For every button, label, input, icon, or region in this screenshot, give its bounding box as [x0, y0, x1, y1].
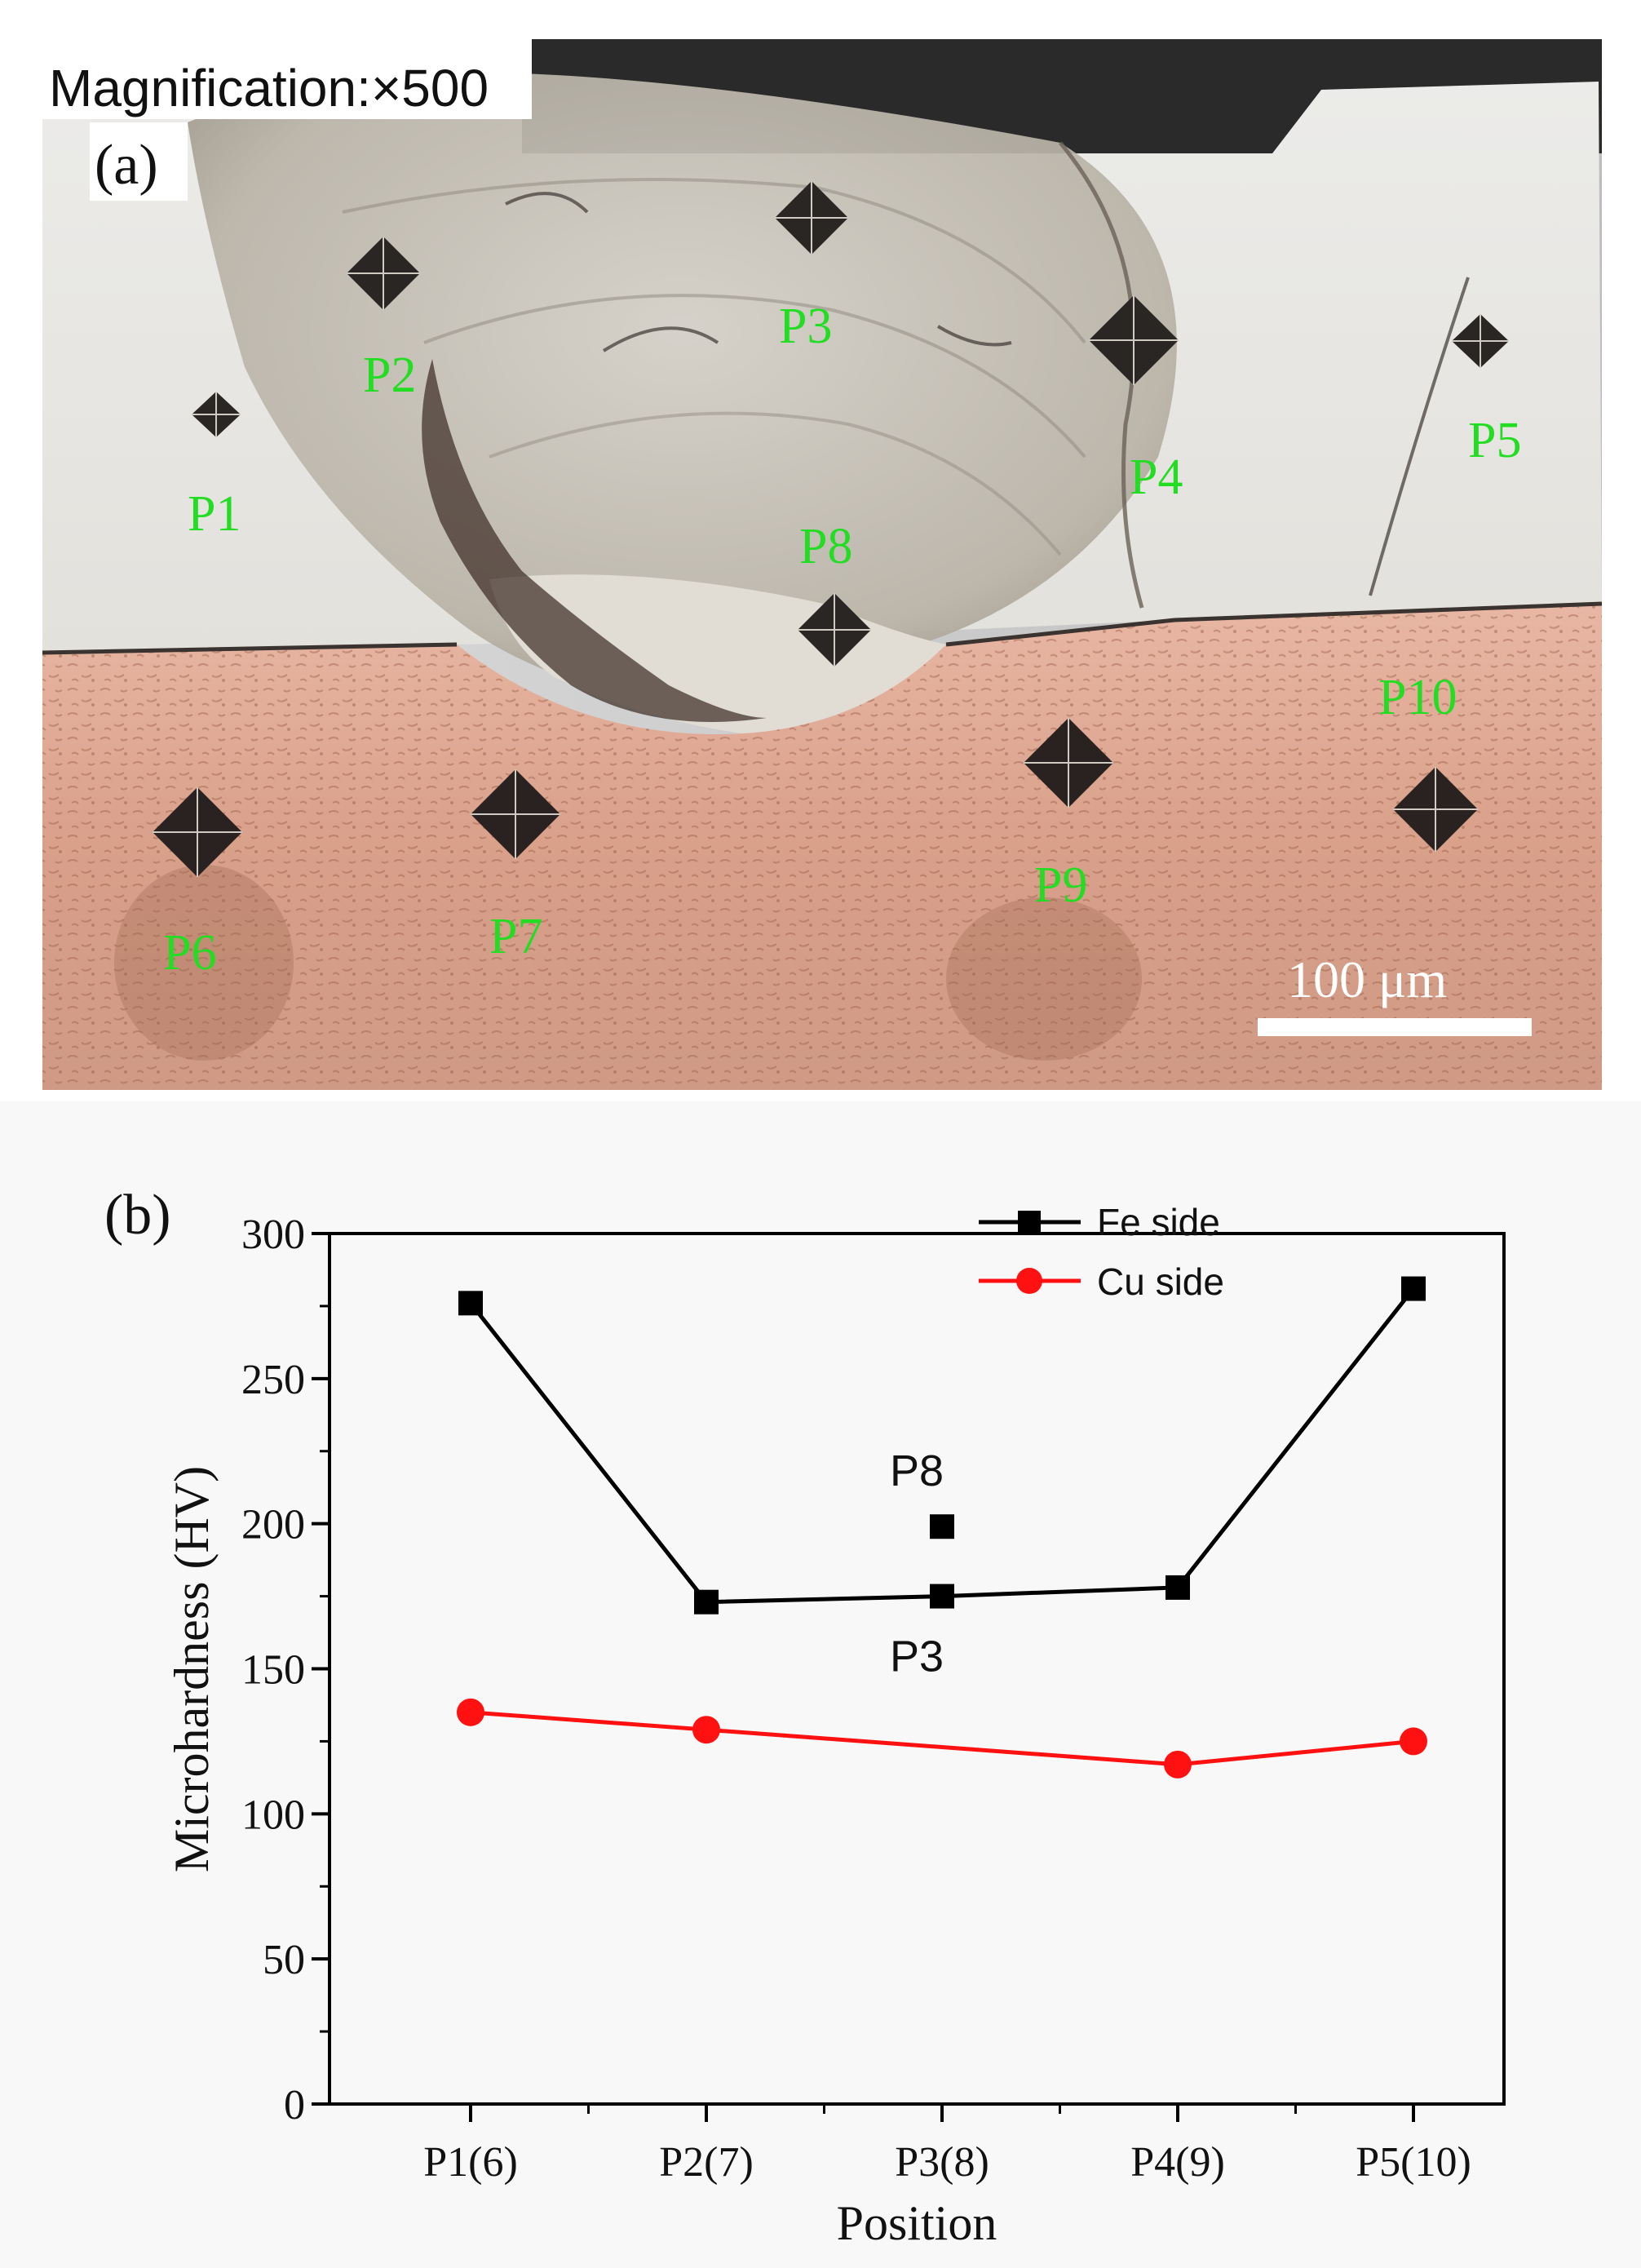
- indent-p3: [775, 181, 848, 255]
- y-tick-label: 0: [284, 2082, 305, 2128]
- y-axis-title: Microhardness (HV): [165, 1466, 219, 1872]
- magnification-label-box: [42, 39, 532, 119]
- extra-points: [930, 1514, 954, 1539]
- cu-dark-patch: [946, 897, 1142, 1061]
- point-label-p10: P10: [1378, 670, 1457, 725]
- point-cu: [692, 1716, 720, 1744]
- point-label-p2: P2: [363, 348, 416, 403]
- cu-dark-patch: [114, 865, 294, 1061]
- x-tick-label: P3(8): [895, 2139, 989, 2186]
- point-label-p5: P5: [1468, 413, 1521, 468]
- panel-a-label-box: [90, 122, 188, 201]
- legend-label-cu: Cu side: [1097, 1260, 1224, 1303]
- annotation-p8: P8: [890, 1446, 944, 1495]
- crack-lines: [505, 192, 1470, 596]
- y-tick-label: 300: [241, 1212, 305, 1258]
- point-label-p4: P4: [1130, 450, 1183, 505]
- y-axis-ticks: 0 50 100 150 200 250 300: [241, 1212, 330, 2128]
- indent-p4: [1089, 295, 1179, 385]
- indent-p2: [347, 237, 420, 310]
- x-tick-label: P1(6): [423, 2139, 518, 2186]
- x-axis-title: Position: [837, 2196, 997, 2250]
- chart-background: [0, 1101, 1641, 2268]
- point-label-p8: P8: [799, 519, 852, 574]
- point-fe: [458, 1291, 483, 1316]
- legend-marker-fe: [1018, 1211, 1041, 1234]
- indent-p10: [1393, 767, 1478, 852]
- weld-ring-3: [489, 411, 1062, 556]
- point-label-p6: P6: [163, 925, 216, 981]
- cu-substrate-texture: [42, 604, 1602, 1090]
- point-fe: [694, 1589, 719, 1615]
- point-cu: [1164, 1750, 1192, 1779]
- x-tick-label: P2(7): [659, 2139, 754, 2186]
- magnification-label: Magnification:×500: [49, 59, 489, 117]
- point-extra-p8: [930, 1514, 954, 1539]
- point-fe: [930, 1584, 954, 1609]
- indent-p1: [192, 392, 241, 437]
- y-tick-label: 50: [263, 1937, 305, 1983]
- indent-p5: [1452, 314, 1509, 368]
- point-fe: [1166, 1575, 1190, 1600]
- scale-bar: [1258, 1018, 1532, 1036]
- dark-crack-zone: [422, 359, 767, 722]
- point-cu: [457, 1698, 484, 1726]
- legend-marker-cu: [1016, 1268, 1042, 1294]
- panel-a-label: (a): [95, 134, 158, 197]
- indent-p9: [1024, 718, 1113, 808]
- legend-label-fe: Fe side: [1097, 1201, 1220, 1243]
- indent-p6: [153, 787, 242, 877]
- y-tick-label: 200: [241, 1502, 305, 1548]
- point-label-p3: P3: [779, 299, 832, 354]
- x-tick-label: P4(9): [1130, 2139, 1225, 2186]
- micrograph-panel: P1 P2 P3 P4 P5 P6 P7 P8 P9 P10 Magnifica…: [42, 39, 1603, 1090]
- panel-b-label: (b): [104, 1184, 171, 1247]
- y-tick-label: 150: [241, 1647, 305, 1694]
- weld-nugget: [188, 72, 1177, 721]
- x-axis-ticks: P1(6) P2(7) P3(8) P4(9) P5(10): [423, 2104, 1471, 2186]
- point-label-p9: P9: [1034, 857, 1087, 913]
- series-line-cu: [470, 1710, 1414, 1767]
- indent-p7: [471, 769, 560, 859]
- annotation-p3: P3: [890, 1632, 944, 1681]
- weld-ring-1: [342, 178, 1086, 344]
- series-markers: [457, 1276, 1427, 1779]
- point-cu: [1400, 1727, 1427, 1756]
- indent-p8: [798, 593, 871, 667]
- legend: Fe side Cu side: [979, 1201, 1224, 1303]
- y-tick-label: 250: [241, 1357, 305, 1403]
- point-label-p7: P7: [489, 909, 542, 964]
- interface-line: [42, 601, 1603, 655]
- point-fe: [1401, 1276, 1426, 1301]
- fusion-line: [1059, 141, 1144, 609]
- weld-ring-2: [423, 294, 1086, 458]
- y-tick-label: 100: [241, 1792, 305, 1838]
- point-label-p1: P1: [188, 486, 241, 542]
- scale-bar-label: 100 μm: [1287, 950, 1447, 1008]
- x-tick-label: P5(10): [1356, 2139, 1471, 2186]
